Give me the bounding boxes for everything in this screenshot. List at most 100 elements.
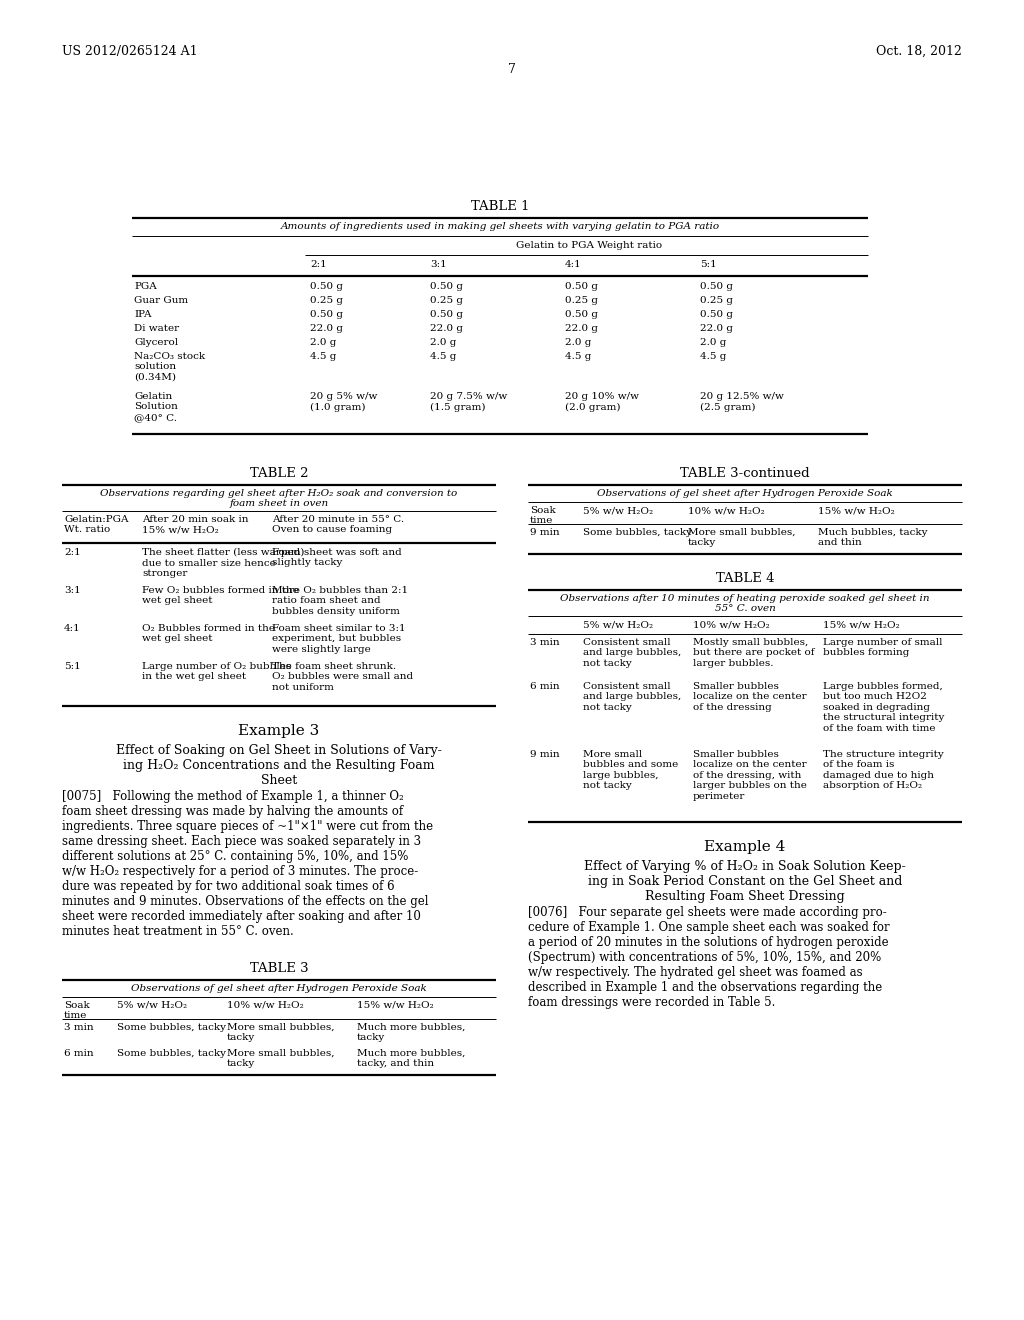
Text: 20 g 7.5% w/w
(1.5 gram): 20 g 7.5% w/w (1.5 gram): [430, 392, 507, 412]
Text: 6 min: 6 min: [530, 682, 560, 690]
Text: 2.0 g: 2.0 g: [430, 338, 457, 347]
Text: Di water: Di water: [134, 323, 179, 333]
Text: 10% w/w H₂O₂: 10% w/w H₂O₂: [693, 620, 770, 630]
Text: The sheet flatter (less warped)
due to smaller size hence
stronger: The sheet flatter (less warped) due to s…: [142, 548, 304, 578]
Text: Consistent small
and large bubbles,
not tacky: Consistent small and large bubbles, not …: [583, 638, 681, 668]
Text: Effect of Varying % of H₂O₂ in Soak Solution Keep-
ing in Soak Period Constant o: Effect of Varying % of H₂O₂ in Soak Solu…: [584, 861, 906, 903]
Text: Much more bubbles,
tacky, and thin: Much more bubbles, tacky, and thin: [357, 1049, 465, 1068]
Text: 20 g 12.5% w/w
(2.5 gram): 20 g 12.5% w/w (2.5 gram): [700, 392, 784, 412]
Text: 7: 7: [508, 63, 516, 77]
Text: Glycerol: Glycerol: [134, 338, 178, 347]
Text: 0.50 g: 0.50 g: [700, 310, 733, 319]
Text: 6 min: 6 min: [63, 1049, 93, 1059]
Text: Guar Gum: Guar Gum: [134, 296, 188, 305]
Text: After 20 min soak in
15% w/w H₂O₂: After 20 min soak in 15% w/w H₂O₂: [142, 515, 249, 535]
Text: Gelatin
Solution
@40° C.: Gelatin Solution @40° C.: [134, 392, 178, 422]
Text: 0.25 g: 0.25 g: [430, 296, 463, 305]
Text: More small bubbles,
tacky: More small bubbles, tacky: [227, 1023, 335, 1043]
Text: Smaller bubbles
localize on the center
of the dressing: Smaller bubbles localize on the center o…: [693, 682, 807, 711]
Text: Soak
time: Soak time: [63, 1001, 90, 1020]
Text: 5% w/w H₂O₂: 5% w/w H₂O₂: [117, 1001, 187, 1010]
Text: Na₂CO₃ stock
solution
(0.34M): Na₂CO₃ stock solution (0.34M): [134, 352, 205, 381]
Text: TABLE 3-continued: TABLE 3-continued: [680, 467, 810, 480]
Text: Much bubbles, tacky
and thin: Much bubbles, tacky and thin: [818, 528, 928, 548]
Text: 0.50 g: 0.50 g: [565, 310, 598, 319]
Text: 15% w/w H₂O₂: 15% w/w H₂O₂: [823, 620, 900, 630]
Text: Some bubbles, tacky: Some bubbles, tacky: [117, 1023, 226, 1032]
Text: 0.50 g: 0.50 g: [310, 282, 343, 290]
Text: 0.50 g: 0.50 g: [700, 282, 733, 290]
Text: Some bubbles, tacky: Some bubbles, tacky: [583, 528, 692, 537]
Text: [0075]   Following the method of Example 1, a thinner O₂
foam sheet dressing was: [0075] Following the method of Example 1…: [62, 789, 433, 939]
Text: 4.5 g: 4.5 g: [430, 352, 457, 360]
Text: TABLE 1: TABLE 1: [471, 201, 529, 213]
Text: More O₂ bubbles than 2:1
ratio foam sheet and
bubbles density uniform: More O₂ bubbles than 2:1 ratio foam shee…: [272, 586, 409, 616]
Text: Smaller bubbles
localize on the center
of the dressing, with
larger bubbles on t: Smaller bubbles localize on the center o…: [693, 750, 807, 801]
Text: 5:1: 5:1: [63, 663, 81, 671]
Text: The structure integrity
of the foam is
damaged due to high
absorption of H₂O₂: The structure integrity of the foam is d…: [823, 750, 944, 791]
Text: TABLE 2: TABLE 2: [250, 467, 308, 480]
Text: Observations of gel sheet after Hydrogen Peroxide Soak: Observations of gel sheet after Hydrogen…: [597, 488, 893, 498]
Text: 3 min: 3 min: [530, 638, 560, 647]
Text: 0.25 g: 0.25 g: [565, 296, 598, 305]
Text: TABLE 3: TABLE 3: [250, 962, 308, 975]
Text: Large number of O₂ bubbles
in the wet gel sheet: Large number of O₂ bubbles in the wet ge…: [142, 663, 291, 681]
Text: 4:1: 4:1: [565, 260, 582, 269]
Text: O₂ Bubbles formed in the
wet gel sheet: O₂ Bubbles formed in the wet gel sheet: [142, 624, 275, 643]
Text: 2:1: 2:1: [310, 260, 327, 269]
Text: Some bubbles, tacky: Some bubbles, tacky: [117, 1049, 226, 1059]
Text: 4.5 g: 4.5 g: [700, 352, 726, 360]
Text: Effect of Soaking on Gel Sheet in Solutions of Vary-
ing H₂O₂ Concentrations and: Effect of Soaking on Gel Sheet in Soluti…: [116, 744, 442, 787]
Text: Gelatin:PGA
Wt. ratio: Gelatin:PGA Wt. ratio: [63, 515, 128, 535]
Text: 22.0 g: 22.0 g: [430, 323, 463, 333]
Text: 2.0 g: 2.0 g: [565, 338, 592, 347]
Text: 15% w/w H₂O₂: 15% w/w H₂O₂: [357, 1001, 434, 1010]
Text: Much more bubbles,
tacky: Much more bubbles, tacky: [357, 1023, 465, 1043]
Text: Consistent small
and large bubbles,
not tacky: Consistent small and large bubbles, not …: [583, 682, 681, 711]
Text: After 20 minute in 55° C.
Oven to cause foaming: After 20 minute in 55° C. Oven to cause …: [272, 515, 404, 535]
Text: More small bubbles,
tacky: More small bubbles, tacky: [688, 528, 796, 548]
Text: 4.5 g: 4.5 g: [310, 352, 336, 360]
Text: 9 min: 9 min: [530, 528, 560, 537]
Text: 5:1: 5:1: [700, 260, 717, 269]
Text: 5% w/w H₂O₂: 5% w/w H₂O₂: [583, 620, 653, 630]
Text: 2.0 g: 2.0 g: [700, 338, 726, 347]
Text: 2.0 g: 2.0 g: [310, 338, 336, 347]
Text: Observations regarding gel sheet after H₂O₂ soak and conversion to
foam sheet in: Observations regarding gel sheet after H…: [100, 488, 458, 508]
Text: 22.0 g: 22.0 g: [565, 323, 598, 333]
Text: 4:1: 4:1: [63, 624, 81, 634]
Text: 3:1: 3:1: [63, 586, 81, 595]
Text: Example 4: Example 4: [705, 840, 785, 854]
Text: 0.25 g: 0.25 g: [700, 296, 733, 305]
Text: 2:1: 2:1: [63, 548, 81, 557]
Text: 0.50 g: 0.50 g: [430, 282, 463, 290]
Text: Oct. 18, 2012: Oct. 18, 2012: [877, 45, 962, 58]
Text: 9 min: 9 min: [530, 750, 560, 759]
Text: Large number of small
bubbles forming: Large number of small bubbles forming: [823, 638, 942, 657]
Text: 3:1: 3:1: [430, 260, 446, 269]
Text: 3 min: 3 min: [63, 1023, 93, 1032]
Text: 5% w/w H₂O₂: 5% w/w H₂O₂: [583, 506, 653, 515]
Text: Example 3: Example 3: [239, 723, 319, 738]
Text: The foam sheet shrunk.
O₂ bubbles were small and
not uniform: The foam sheet shrunk. O₂ bubbles were s…: [272, 663, 413, 692]
Text: Observations of gel sheet after Hydrogen Peroxide Soak: Observations of gel sheet after Hydrogen…: [131, 983, 427, 993]
Text: 22.0 g: 22.0 g: [310, 323, 343, 333]
Text: [0076]   Four separate gel sheets were made according pro-
cedure of Example 1. : [0076] Four separate gel sheets were mad…: [528, 906, 890, 1008]
Text: Large bubbles formed,
but too much H2O2
soaked in degrading
the structural integ: Large bubbles formed, but too much H2O2 …: [823, 682, 944, 733]
Text: 4.5 g: 4.5 g: [565, 352, 592, 360]
Text: 22.0 g: 22.0 g: [700, 323, 733, 333]
Text: More small bubbles,
tacky: More small bubbles, tacky: [227, 1049, 335, 1068]
Text: IPA: IPA: [134, 310, 152, 319]
Text: Mostly small bubbles,
but there are pocket of
larger bubbles.: Mostly small bubbles, but there are pock…: [693, 638, 814, 668]
Text: Observations after 10 minutes of heating peroxide soaked gel sheet in
55° C. ove: Observations after 10 minutes of heating…: [560, 594, 930, 614]
Text: 0.25 g: 0.25 g: [310, 296, 343, 305]
Text: Soak
time: Soak time: [530, 506, 556, 525]
Text: 20 g 5% w/w
(1.0 gram): 20 g 5% w/w (1.0 gram): [310, 392, 378, 412]
Text: 0.50 g: 0.50 g: [310, 310, 343, 319]
Text: Gelatin to PGA Weight ratio: Gelatin to PGA Weight ratio: [516, 242, 663, 249]
Text: Few O₂ bubbles formed in the
wet gel sheet: Few O₂ bubbles formed in the wet gel she…: [142, 586, 299, 606]
Text: Foam sheet was soft and
slightly tacky: Foam sheet was soft and slightly tacky: [272, 548, 401, 568]
Text: More small
bubbles and some
large bubbles,
not tacky: More small bubbles and some large bubble…: [583, 750, 678, 791]
Text: 0.50 g: 0.50 g: [565, 282, 598, 290]
Text: PGA: PGA: [134, 282, 157, 290]
